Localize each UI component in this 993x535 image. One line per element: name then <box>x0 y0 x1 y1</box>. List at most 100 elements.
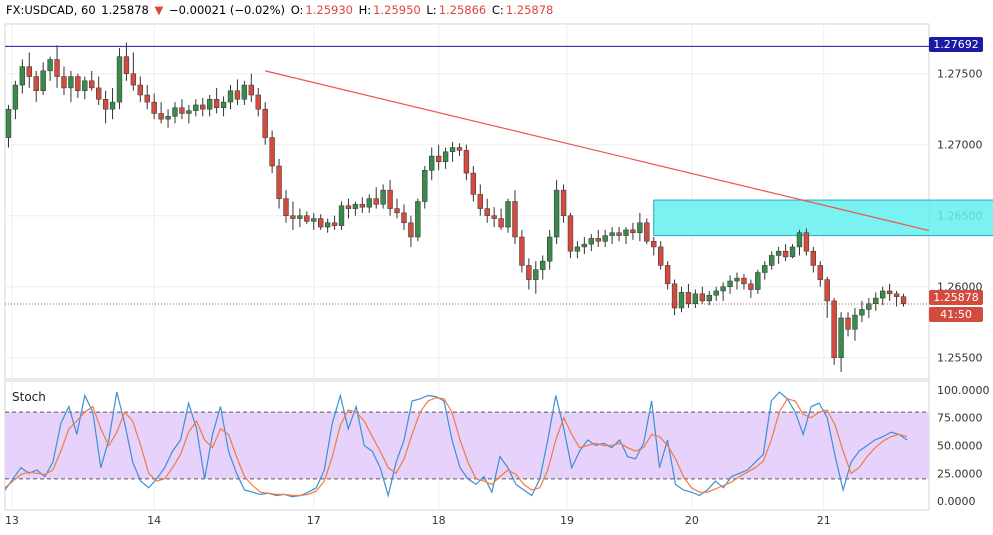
candle <box>866 303 872 310</box>
low-value: 1.25866 <box>438 3 487 17</box>
candle <box>713 290 719 296</box>
candle <box>692 293 699 304</box>
stoch-d-line <box>4 397 908 497</box>
candle <box>408 222 414 238</box>
candle <box>762 265 768 273</box>
candle <box>449 147 456 153</box>
candle <box>664 265 671 285</box>
candle <box>803 232 810 252</box>
candle <box>623 229 629 236</box>
candle <box>769 255 775 266</box>
candle <box>415 201 421 238</box>
stoch-y-tick-label: 25.0000 <box>937 467 983 480</box>
candle <box>560 189 567 216</box>
candle <box>276 165 282 199</box>
high-label: H: <box>358 3 372 17</box>
x-tick-label: 18 <box>432 514 446 527</box>
candle <box>755 272 761 290</box>
open-value: 1.25930 <box>305 3 353 17</box>
candle <box>796 232 803 248</box>
y-tick-label: 1.27000 <box>937 139 983 152</box>
candle <box>82 80 88 91</box>
candle <box>366 198 372 208</box>
candle <box>54 59 60 77</box>
candle <box>442 151 449 162</box>
candle <box>262 108 268 138</box>
x-tick-label: 17 <box>307 514 321 527</box>
candle <box>505 201 511 228</box>
candle <box>526 265 532 280</box>
stoch-y-tick-label: 100.0000 <box>937 384 990 397</box>
candle <box>172 107 178 117</box>
candle <box>19 66 26 86</box>
candle <box>734 277 740 282</box>
candle <box>748 283 754 290</box>
candle <box>595 238 601 242</box>
candle <box>95 87 102 100</box>
stoch-label: Stoch <box>12 390 46 404</box>
candle <box>227 90 234 103</box>
candle <box>616 232 622 236</box>
candle <box>33 76 39 91</box>
candle <box>900 296 907 304</box>
candle <box>304 215 310 222</box>
candle <box>886 290 893 295</box>
candle <box>102 99 109 110</box>
candle <box>380 189 386 205</box>
candle <box>699 293 705 302</box>
candle <box>741 277 747 285</box>
stoch-y-tick-label: 0.0000 <box>937 495 976 508</box>
candle <box>873 297 879 304</box>
candle <box>637 222 643 233</box>
stoch-y-tick-label: 50.0000 <box>937 440 983 453</box>
candle <box>553 189 560 238</box>
candle <box>533 269 539 280</box>
candle <box>193 104 199 111</box>
candle <box>359 204 366 208</box>
candle <box>283 198 289 216</box>
candle <box>775 250 782 256</box>
candle <box>838 317 844 358</box>
candle <box>727 280 733 287</box>
candle <box>671 283 678 309</box>
candle <box>130 73 137 86</box>
candle <box>269 137 275 167</box>
candle <box>213 99 220 109</box>
candle <box>484 208 490 216</box>
x-tick-label: 14 <box>147 514 161 527</box>
stoch-y-tick-label: 75.0000 <box>937 412 983 425</box>
candle <box>47 59 53 72</box>
candle <box>602 235 608 242</box>
candle <box>831 300 837 358</box>
candle <box>297 215 303 219</box>
candle <box>234 90 241 100</box>
candle <box>373 198 379 205</box>
close-label: C: <box>491 3 504 17</box>
candle <box>26 66 32 77</box>
candle <box>345 205 352 209</box>
open-label: O: <box>290 3 304 17</box>
candle <box>720 286 726 292</box>
candle <box>5 108 12 138</box>
candle <box>394 208 400 214</box>
candle <box>429 155 435 171</box>
candle <box>630 229 636 233</box>
candle <box>824 279 830 302</box>
x-tick-label: 21 <box>817 514 831 527</box>
high-value: 1.25950 <box>373 3 421 17</box>
candle <box>109 101 116 110</box>
candle <box>491 215 497 219</box>
candle <box>137 84 143 96</box>
trendline <box>265 70 930 232</box>
price-badge: 1.25878 <box>929 290 983 305</box>
candle <box>61 76 67 89</box>
candle <box>318 218 324 228</box>
candle <box>387 189 393 209</box>
x-tick-label: 13 <box>5 514 19 527</box>
candle <box>89 80 95 89</box>
candle <box>470 172 477 195</box>
candle <box>581 243 588 248</box>
last-price: 1.25878 <box>101 3 149 17</box>
candle <box>477 194 483 209</box>
